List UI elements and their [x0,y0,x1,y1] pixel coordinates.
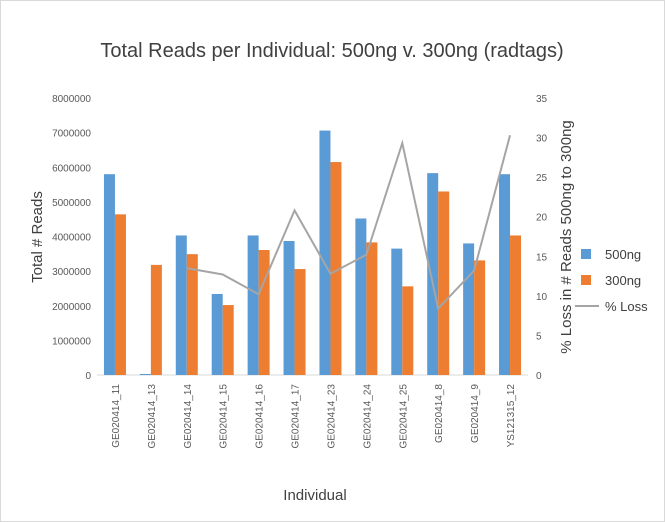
x-tick-label: GE020414_15 [219,384,230,449]
bar-500ng-GE020414_13 [139,373,151,375]
y-tick-label: 2000000 [52,302,91,313]
x-tick-label: YS121315_12 [506,384,517,448]
legend-swatch-500ng [581,249,591,259]
x-axis-title: Individual [283,487,346,504]
y2-tick-label: 10 [536,292,548,303]
x-tick-label: GE020414_8 [434,384,445,443]
x-tick-label: GE020414_23 [326,384,337,449]
legend: 500ng 300ng % Loss [575,247,648,314]
y2-tick-label: 5 [536,331,542,342]
legend-label: 500ng [605,247,641,262]
bar-300ng-GE020414_11 [114,214,126,375]
chart-title: Total Reads per Individual: 500ng v. 300… [100,40,563,62]
bar-500ng-YS121315_12 [499,174,511,375]
y-tick-label: 8000000 [52,94,91,105]
y-axis-title: Total # Reads [29,191,46,283]
y-tick-label: 0 [85,371,91,382]
bar-300ng-GE020414_23 [330,162,342,375]
bar-500ng-GE020414_25 [391,248,403,375]
x-tick-label: GE020414_16 [255,384,266,449]
bar-300ng-YS121315_12 [510,235,522,375]
bar-500ng-GE020414_16 [247,235,259,375]
bar-500ng-GE020414_9 [463,243,475,375]
y-tick-label: 1000000 [52,336,91,347]
x-tick-label: GE020414_11 [111,384,122,448]
y-tick-label: 3000000 [52,267,91,278]
y-tick-label: 4000000 [52,233,91,244]
x-tick-label: GE020414_17 [291,384,302,449]
bar-500ng-GE020414_11 [103,174,115,375]
y2-tick-label: 15 [536,252,548,263]
y2-tick-label: 25 [536,173,548,184]
y2-tick-label: 0 [536,371,542,382]
bar-300ng-GE020414_14 [186,254,198,375]
bar-300ng-GE020414_9 [474,260,486,375]
x-tick-label: GE020414_13 [147,384,158,449]
bar-500ng-GE020414_24 [355,218,367,375]
legend-label: % Loss [605,299,648,314]
plot-area: 0 1000000 2000000 3000000 4000000 5000000 6000… [52,94,547,449]
bar-500ng-GE020414_17 [283,241,295,375]
x-tick-label: GE020414_25 [398,384,409,449]
bar-300ng-GE020414_25 [402,286,414,375]
bar-500ng-GE020414_8 [427,173,439,375]
bar-300ng-GE020414_8 [438,191,450,375]
y2-tick-label: 35 [536,94,548,105]
bar-500ng-GE020414_23 [319,130,331,375]
bar-300ng-GE020414_16 [258,250,270,375]
y2-tick-label: 20 [536,213,548,224]
x-tick-label: GE020414_9 [470,384,481,443]
x-tick-label: GE020414_24 [362,384,373,449]
bar-300ng-GE020414_15 [222,305,234,375]
bar-500ng-GE020414_14 [175,235,187,375]
line-series-percent-loss [186,134,512,311]
y-tick-label: 7000000 [52,129,91,140]
bar-300ng-GE020414_17 [294,269,306,375]
x-tick-label: GE020414_14 [183,384,194,449]
legend-swatch-300ng [581,275,591,285]
y2-tick-label: 30 [536,134,548,145]
y-tick-label: 6000000 [52,163,91,174]
y-tick-label: 5000000 [52,198,91,209]
bar-300ng-GE020414_24 [366,242,378,375]
y2-axis-title: % Loss in # Reads 500ng to 300ng [558,120,575,354]
legend-label: 300ng [605,273,641,288]
bar-300ng-GE020414_13 [150,264,162,375]
bar-500ng-GE020414_15 [211,293,223,375]
